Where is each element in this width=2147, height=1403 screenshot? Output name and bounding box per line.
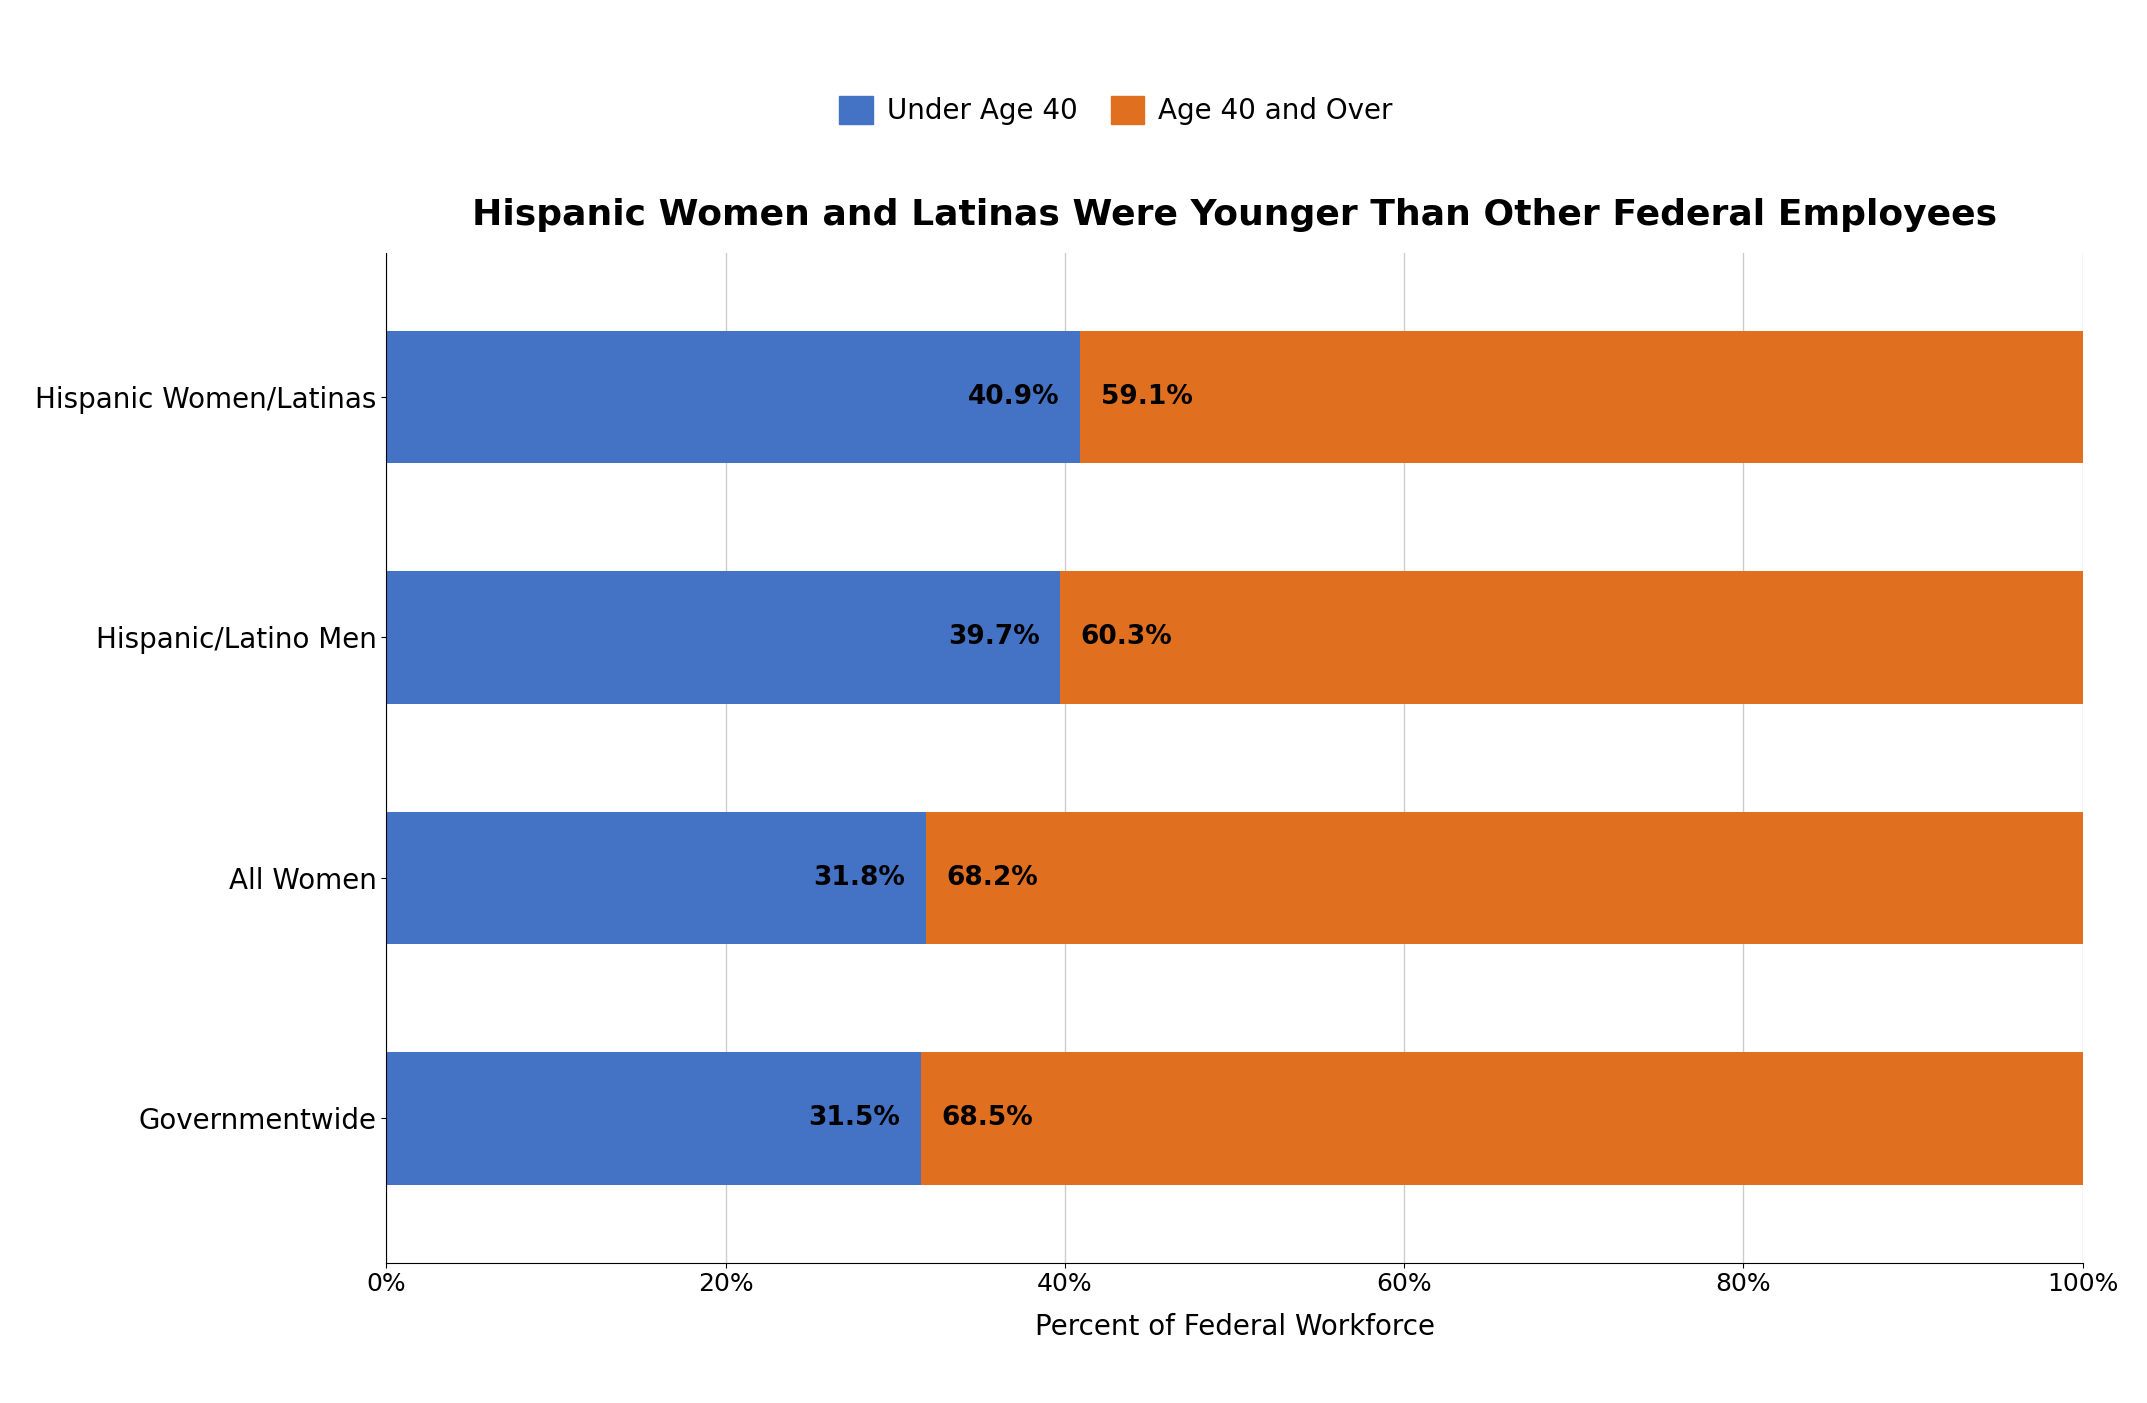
Bar	[386, 1052, 921, 1184]
Bar	[386, 331, 1080, 463]
Bar	[1061, 571, 2083, 703]
Text: 68.5%: 68.5%	[940, 1106, 1033, 1131]
Text: 39.7%: 39.7%	[947, 624, 1039, 651]
Title: Hispanic Women and Latinas Were Younger Than Other Federal Employees: Hispanic Women and Latinas Were Younger …	[472, 198, 1997, 231]
Text: 60.3%: 60.3%	[1080, 624, 1172, 651]
Text: 59.1%: 59.1%	[1101, 384, 1192, 410]
Bar	[386, 571, 1061, 703]
Text: 31.8%: 31.8%	[814, 864, 906, 891]
X-axis label: Percent of Federal Workforce: Percent of Federal Workforce	[1035, 1313, 1434, 1341]
Text: 68.2%: 68.2%	[947, 864, 1037, 891]
Text: 31.5%: 31.5%	[809, 1106, 900, 1131]
Bar	[921, 1052, 2083, 1184]
Bar	[1080, 331, 2083, 463]
Legend: Under Age 40, Age 40 and Over: Under Age 40, Age 40 and Over	[829, 84, 1404, 136]
Bar	[386, 812, 925, 944]
Text: 40.9%: 40.9%	[968, 384, 1061, 410]
Bar	[925, 812, 2083, 944]
